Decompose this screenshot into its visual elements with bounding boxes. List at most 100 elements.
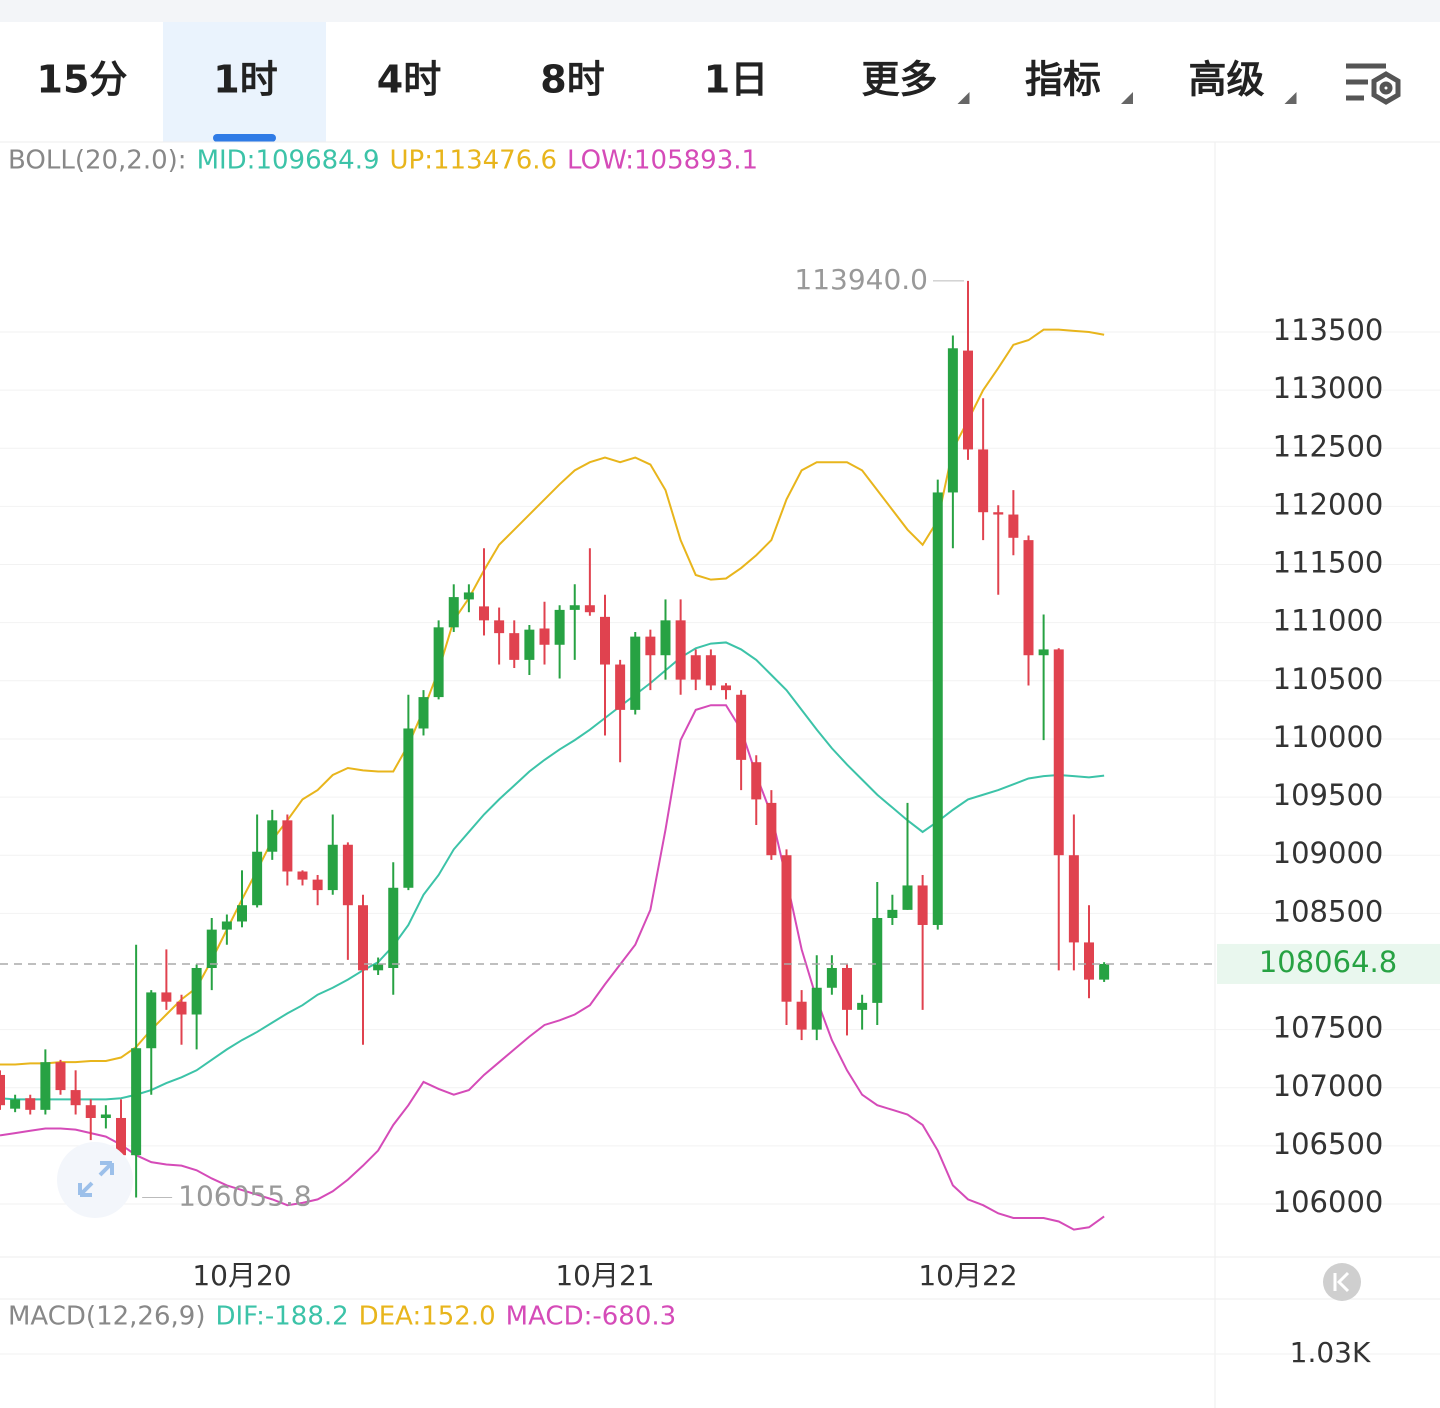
candle-body (766, 802, 777, 856)
y-tick-label: 110500 (1273, 662, 1384, 696)
candle-body (252, 851, 263, 906)
candle-body (25, 1098, 36, 1110)
candle-body (221, 921, 232, 930)
candle-body (433, 627, 444, 698)
candle-body (1038, 649, 1049, 656)
candle-body (705, 655, 716, 686)
candle-body (781, 855, 792, 1002)
candle-body (85, 1105, 96, 1118)
tab[interactable]: 1日 (704, 58, 768, 102)
candle-body (569, 605, 580, 610)
candle-body (539, 628, 550, 645)
candle-body (1053, 649, 1064, 856)
candle-body (327, 844, 338, 891)
y-tick-label: 113000 (1273, 371, 1384, 405)
y-tick-label: 111500 (1273, 546, 1384, 580)
x-tick-label: 10月21 (555, 1259, 654, 1292)
candle-body (736, 694, 747, 760)
y-tick-label: 110000 (1273, 720, 1384, 754)
candle-body (1099, 963, 1110, 980)
indicator-legend: LOW:105893.1 (567, 146, 758, 176)
candle-body (1068, 855, 1079, 943)
macd-y-tick-label: 1.03K (1290, 1336, 1371, 1369)
candle-body (645, 636, 656, 656)
candle-body (176, 1001, 187, 1015)
tab[interactable]: 更多 (861, 58, 937, 102)
tab[interactable]: 8时 (540, 58, 604, 102)
candle-body (358, 905, 368, 971)
candle-body (826, 967, 837, 988)
y-tick-label: 111000 (1273, 604, 1384, 638)
candle-body (524, 629, 535, 660)
candle-body (857, 1002, 868, 1010)
candle-body (10, 1099, 21, 1109)
candle-body (963, 350, 973, 450)
candle-body (811, 987, 822, 1030)
y-tick-label: 106500 (1273, 1127, 1384, 1161)
candle-body (751, 762, 762, 800)
tab[interactable]: 4时 (377, 58, 441, 102)
indicator-legend: MID:109684.9 (197, 146, 380, 176)
tab[interactable]: 15分 (37, 58, 128, 102)
candle-body (600, 616, 610, 665)
candle-body (917, 885, 928, 925)
selected-tab-indicator (213, 134, 276, 142)
x-tick-label: 10月20 (192, 1259, 291, 1292)
candle-body (872, 918, 883, 1003)
macd-legend: DIF:-188.2 (215, 1302, 348, 1332)
settings-icon[interactable] (1346, 63, 1401, 105)
candle-body (554, 609, 565, 645)
candle-body (342, 844, 353, 906)
candle-body (403, 728, 414, 888)
candle-body (463, 592, 474, 600)
y-tick-label: 112500 (1273, 429, 1384, 463)
y-tick-label: 113500 (1273, 313, 1384, 347)
candle-body (388, 887, 399, 968)
last-price-label: 108064.8 (1259, 945, 1397, 979)
candle-body (494, 620, 505, 634)
candle-body (978, 449, 989, 513)
x-tick-label: 10月22 (918, 1259, 1017, 1292)
high-label: 113940.0 (794, 263, 928, 296)
selected-tab-bg (163, 22, 326, 142)
scroll-to-latest-button[interactable] (1323, 1263, 1361, 1301)
low-label: 106055.8 (178, 1180, 312, 1213)
macd-legend: MACD(12,26,9) (8, 1302, 205, 1332)
y-tick-label: 107000 (1273, 1069, 1384, 1103)
candle-body (312, 879, 323, 891)
plot: BOLL(20,2.0): MID:109684.9 UP:113476.6 LOW:… (0, 146, 1440, 1369)
candle-body (418, 697, 429, 729)
candle-body (237, 905, 247, 922)
tab[interactable]: 1时 (213, 58, 277, 102)
dropdown-caret (957, 92, 970, 104)
indicator-legend: UP:113476.6 (390, 146, 558, 176)
candle-body (660, 620, 671, 656)
candle-body (1023, 540, 1034, 656)
expand-button[interactable] (57, 1142, 133, 1218)
candle-body (902, 885, 913, 910)
candle-body (206, 929, 217, 968)
tab[interactable]: 高级 (1188, 58, 1264, 102)
macd-legend: DEA:152.0 (359, 1302, 496, 1332)
candle-body (721, 685, 731, 691)
dropdown-caret (1284, 92, 1297, 104)
y-tick-label: 107500 (1273, 1011, 1384, 1045)
tab[interactable]: 指标 (1025, 58, 1101, 102)
candle-body (191, 967, 202, 1015)
y-tick-label: 112000 (1273, 487, 1384, 521)
last-price-box (1217, 943, 1440, 984)
dropdown-caret (1121, 92, 1133, 104)
candle-body (131, 1048, 142, 1156)
boll-line (0, 641, 1105, 1101)
boll-line (0, 704, 1105, 1231)
y-tick-label: 109000 (1273, 836, 1384, 870)
candle-body (282, 820, 293, 872)
y-tick-label: 109500 (1273, 778, 1384, 812)
candle-body (630, 636, 641, 710)
status-strip (0, 0, 1440, 22)
candle-body (690, 655, 701, 680)
candle-body (146, 992, 157, 1049)
candle-body (161, 992, 172, 1002)
candle-body (100, 1114, 111, 1118)
